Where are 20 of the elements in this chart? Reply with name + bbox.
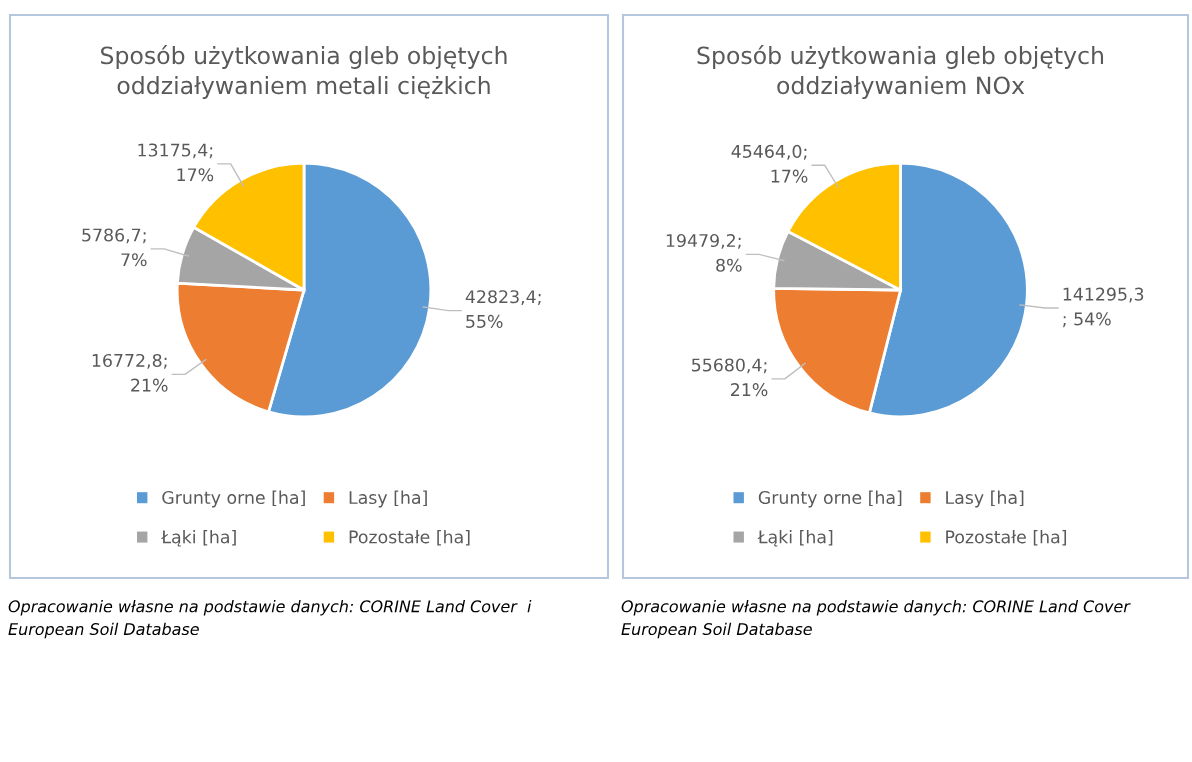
legend-label: Grunty orne [ha] xyxy=(162,490,305,508)
legend-label: Pozostałe [ha] xyxy=(349,530,470,546)
data-label: 19479,2; 8% xyxy=(666,233,742,272)
legend-label: Lasy [ha] xyxy=(349,490,427,508)
legend-label: Lasy [ha] xyxy=(946,490,1024,508)
legend-label: Grunty orne [ha] xyxy=(758,490,902,508)
chart-title: Sposób użytkowania gleb objętych oddziaływaniem metali ciężkich xyxy=(101,45,507,99)
text: Opracowanie własne na podstawie danych: CORINE Land Cover European Soil Database xyxy=(621,600,1131,639)
data-label: 141295,3 ; 54% xyxy=(1063,287,1144,328)
data-label: 42823,4; 55% xyxy=(465,290,541,328)
data-label: 55680,4; 21% xyxy=(692,358,768,397)
data-label: 16772,8; 21% xyxy=(92,353,168,392)
text: Opracowanie własne na podstawie danych: CORINE Land Cover i European Soil Database xyxy=(8,600,532,639)
data-label: 45464,0; 17% xyxy=(731,144,808,183)
legend-label: Pozostałe [ha] xyxy=(946,530,1067,546)
chart-title: Sposób użytkowania gleb objętych oddziaływaniem NOx xyxy=(697,45,1104,99)
data-label: 5786,7; 7% xyxy=(82,228,147,267)
data-label: 13175,4; 17% xyxy=(138,143,214,182)
legend-label: Łąki [ha] xyxy=(757,530,833,547)
legend-label: Łąki [ha] xyxy=(161,530,236,547)
